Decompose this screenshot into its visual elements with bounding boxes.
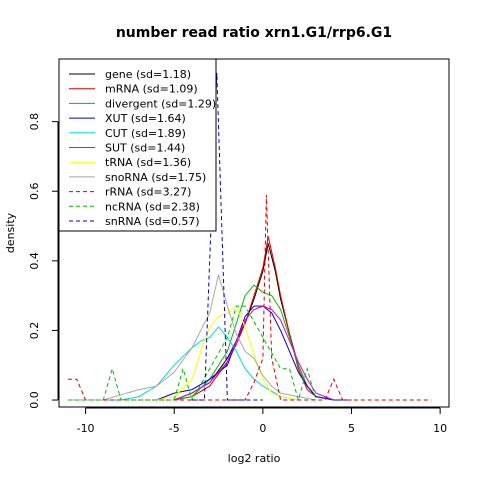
x-tick-label: 10 — [433, 422, 447, 435]
legend-label-7: snoRNA (sd=1.75) — [105, 171, 206, 184]
y-tick-label: 0.6 — [28, 182, 41, 200]
series-line-10 — [192, 72, 263, 401]
series-line-6 — [156, 305, 299, 401]
y-axis: 0.0 0.2 0.4 0.6 0.8 — [28, 113, 59, 409]
legend-label-8: rRNA (sd=3.27) — [105, 186, 191, 199]
legend-label-9: ncRNA (sd=2.38) — [105, 200, 200, 213]
legend-label-10: snRNA (sd=0.57) — [105, 215, 200, 228]
x-tick-label: -10 — [77, 422, 95, 435]
legend-label-5: SUT (sd=1.44) — [105, 142, 185, 155]
legend-box — [58, 58, 217, 232]
x-tick-label: 5 — [348, 422, 355, 435]
y-tick-label: 0.8 — [28, 113, 41, 131]
y-axis-label: density — [4, 212, 17, 253]
x-tick-label: -5 — [169, 422, 180, 435]
legend-label-0: gene (sd=1.18) — [105, 68, 191, 81]
x-tick-label: 0 — [259, 422, 266, 435]
series-layer — [67, 72, 432, 402]
legend-label-4: CUT (sd=1.89) — [105, 127, 186, 140]
series-line-9 — [67, 305, 317, 402]
y-tick-label: 0.2 — [28, 322, 41, 340]
legend-label-3: XUT (sd=1.64) — [105, 112, 186, 125]
legend-label-1: mRNA (sd=1.09) — [105, 83, 198, 96]
legend-label-2: divergent (sd=1.29) — [105, 97, 216, 110]
legend-label-6: tRNA (sd=1.36) — [105, 156, 191, 169]
series-line-7 — [67, 274, 317, 401]
series-line-5 — [174, 305, 334, 401]
y-tick-label: 0.0 — [28, 391, 41, 409]
series-line-4 — [85, 326, 299, 401]
legend: gene (sd=1.18) mRNA (sd=1.09)divergent (s… — [58, 58, 217, 232]
chart-title: number read ratio xrn1.G1/rrp6.G1 — [116, 25, 392, 41]
x-axis-label: log2 ratio — [228, 452, 281, 465]
plot-frame — [58, 58, 450, 408]
x-axis: -10 -5 0 5 10 — [77, 407, 447, 435]
y-tick-label: 0.4 — [28, 252, 41, 270]
